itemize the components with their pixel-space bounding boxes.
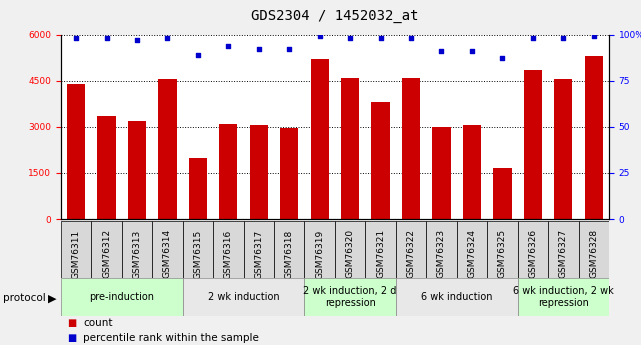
- Bar: [341, 78, 359, 219]
- Point: [588, 33, 599, 39]
- Text: 2 wk induction, 2 d
repression: 2 wk induction, 2 d repression: [303, 286, 397, 307]
- Bar: [61, 278, 183, 316]
- Point: [345, 36, 355, 41]
- Text: GSM76314: GSM76314: [163, 229, 172, 278]
- Point: [406, 36, 416, 41]
- Point: [315, 33, 325, 39]
- Bar: [396, 221, 426, 278]
- Bar: [188, 158, 207, 219]
- Bar: [128, 121, 146, 219]
- Bar: [97, 116, 115, 219]
- Text: GSM76311: GSM76311: [72, 229, 81, 279]
- Text: GSM76326: GSM76326: [528, 229, 537, 278]
- Bar: [402, 78, 420, 219]
- Bar: [92, 221, 122, 278]
- Point: [284, 47, 294, 52]
- Text: percentile rank within the sample: percentile rank within the sample: [83, 333, 259, 343]
- Text: GSM76327: GSM76327: [559, 229, 568, 278]
- Bar: [280, 128, 298, 219]
- Bar: [67, 84, 85, 219]
- Text: GSM76319: GSM76319: [315, 229, 324, 279]
- Bar: [304, 221, 335, 278]
- Bar: [213, 221, 244, 278]
- Bar: [456, 221, 487, 278]
- Text: GSM76323: GSM76323: [437, 229, 446, 278]
- Text: count: count: [83, 318, 113, 327]
- Text: GSM76313: GSM76313: [133, 229, 142, 279]
- Bar: [371, 102, 390, 219]
- Bar: [61, 221, 92, 278]
- Point: [497, 56, 508, 61]
- Bar: [395, 278, 518, 316]
- Text: GSM76321: GSM76321: [376, 229, 385, 278]
- Bar: [426, 221, 456, 278]
- Text: GSM76318: GSM76318: [285, 229, 294, 279]
- Bar: [518, 221, 548, 278]
- Point: [376, 36, 386, 41]
- Bar: [554, 79, 572, 219]
- Bar: [548, 221, 578, 278]
- Text: 6 wk induction, 2 wk
repression: 6 wk induction, 2 wk repression: [513, 286, 613, 307]
- Point: [101, 36, 112, 41]
- Bar: [432, 127, 451, 219]
- Text: ▶: ▶: [48, 294, 56, 303]
- Point: [437, 48, 447, 54]
- Text: 6 wk induction: 6 wk induction: [421, 292, 492, 302]
- Bar: [578, 221, 609, 278]
- Bar: [249, 125, 268, 219]
- Bar: [518, 278, 609, 316]
- Bar: [310, 59, 329, 219]
- Point: [71, 36, 81, 41]
- Point: [467, 48, 477, 54]
- Bar: [304, 278, 395, 316]
- Point: [162, 36, 172, 41]
- Text: GSM76325: GSM76325: [498, 229, 507, 278]
- Text: 2 wk induction: 2 wk induction: [208, 292, 279, 302]
- Text: GSM76322: GSM76322: [406, 229, 415, 278]
- Text: ■: ■: [67, 318, 76, 327]
- Text: pre-induction: pre-induction: [89, 292, 154, 302]
- Point: [254, 47, 264, 52]
- Point: [132, 37, 142, 43]
- Text: protocol: protocol: [3, 294, 46, 303]
- Text: GSM76312: GSM76312: [102, 229, 111, 278]
- Bar: [335, 221, 365, 278]
- Text: GSM76320: GSM76320: [345, 229, 354, 278]
- Bar: [463, 125, 481, 219]
- Text: GSM76316: GSM76316: [224, 229, 233, 279]
- Text: GSM76328: GSM76328: [589, 229, 598, 278]
- Bar: [219, 124, 237, 219]
- Text: ■: ■: [67, 333, 76, 343]
- Text: GSM76324: GSM76324: [467, 229, 476, 278]
- Bar: [153, 221, 183, 278]
- Bar: [244, 221, 274, 278]
- Bar: [585, 56, 603, 219]
- Text: GDS2304 / 1452032_at: GDS2304 / 1452032_at: [251, 9, 419, 23]
- Point: [223, 43, 233, 48]
- Text: GSM76317: GSM76317: [254, 229, 263, 279]
- Bar: [183, 278, 304, 316]
- Point: [558, 36, 569, 41]
- Text: GSM76315: GSM76315: [194, 229, 203, 279]
- Bar: [274, 221, 304, 278]
- Bar: [183, 221, 213, 278]
- Bar: [122, 221, 153, 278]
- Bar: [524, 70, 542, 219]
- Bar: [365, 221, 396, 278]
- Bar: [158, 79, 176, 219]
- Bar: [493, 168, 512, 219]
- Point: [193, 52, 203, 58]
- Bar: [487, 221, 518, 278]
- Point: [528, 36, 538, 41]
